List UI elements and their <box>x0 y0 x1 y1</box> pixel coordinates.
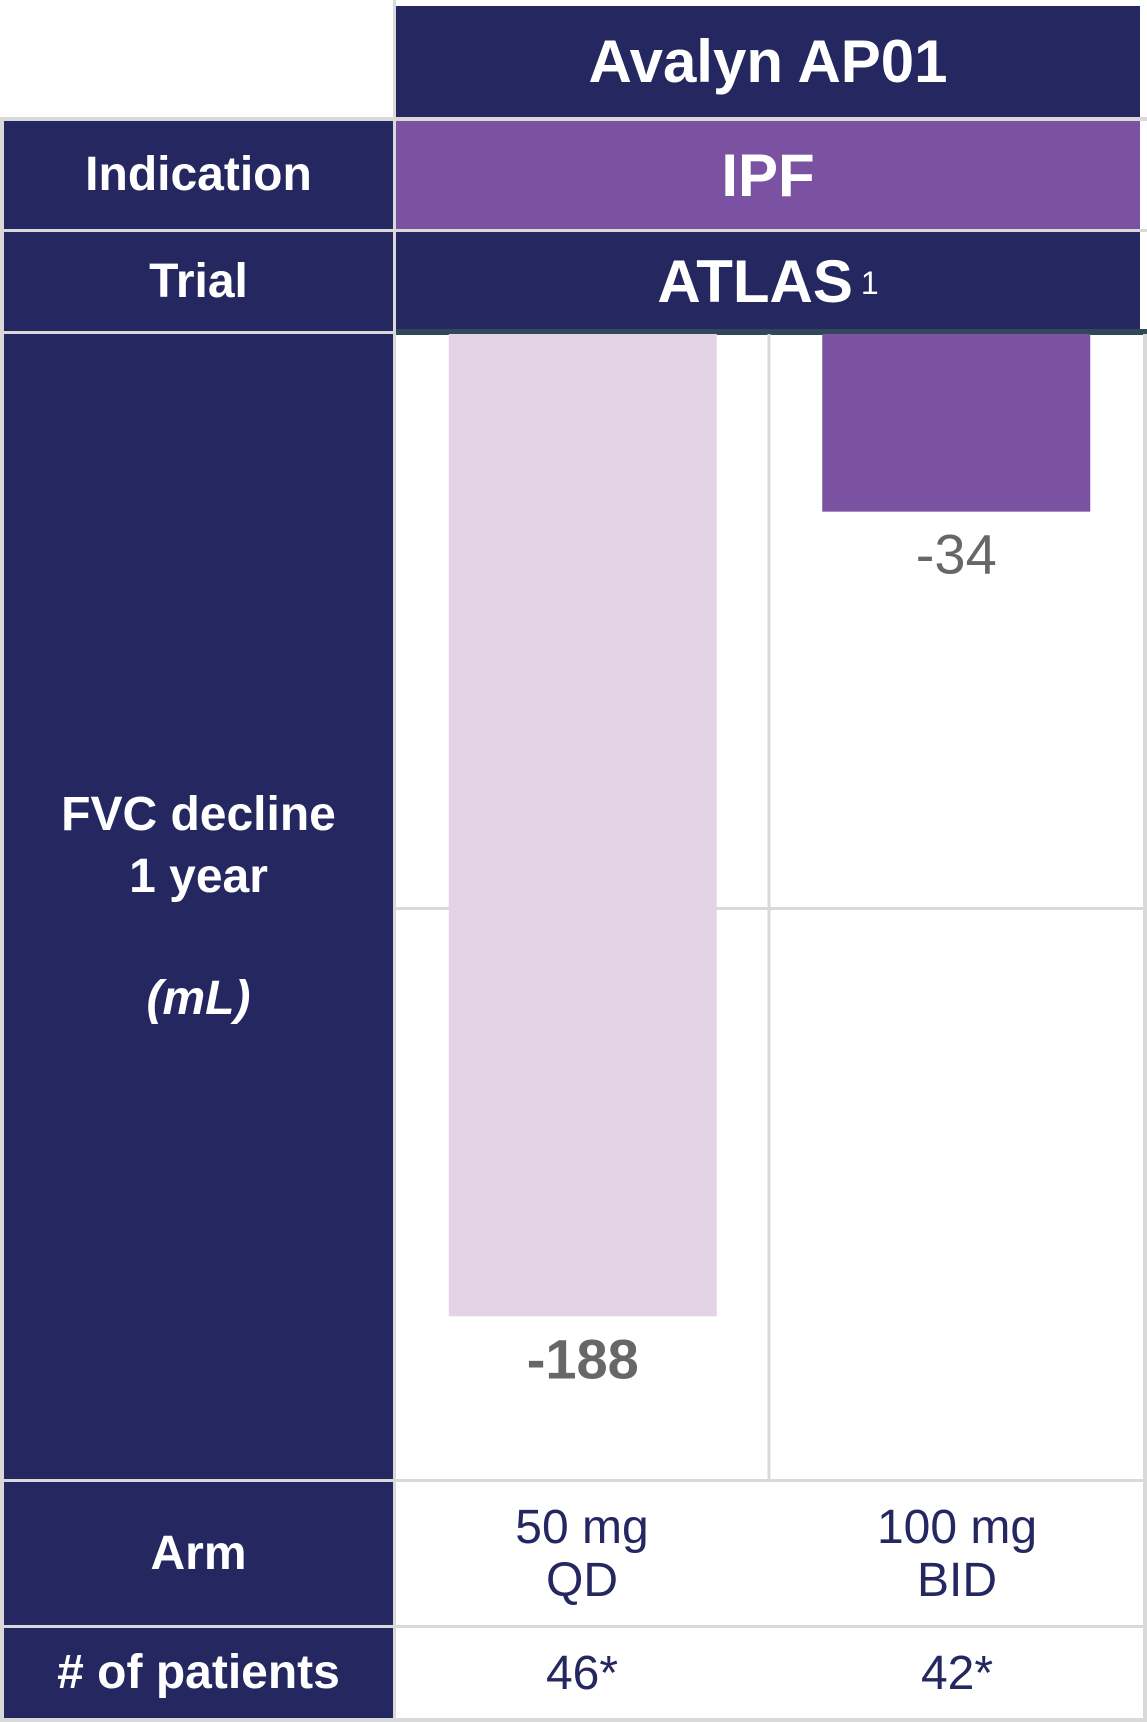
trial-label: Trial <box>149 254 248 308</box>
indication-value-cell: IPF <box>396 121 1140 229</box>
arm-value-1-line1: 50 mg <box>515 1500 649 1554</box>
fvc-label-line1: FVC decline <box>61 787 336 841</box>
header-title-cell: Avalyn AP01 <box>396 6 1140 117</box>
arm-value-2-line1: 100 mg <box>876 1500 1038 1554</box>
chart-column-divider <box>767 334 771 1479</box>
header-title: Avalyn AP01 <box>588 28 948 95</box>
grid-line-h-arm-bottom <box>0 1625 1147 1628</box>
arm-value-cell-2: 100 mg BID <box>771 1482 1143 1625</box>
indication-label-cell: Indication <box>4 121 393 229</box>
grid-line-h-chart-bottom <box>0 1479 1147 1482</box>
bar-1-value-label: -188 <box>527 1327 639 1390</box>
fvc-unit: (mL) <box>146 971 251 1025</box>
arm-value-1-line2: QD <box>546 1553 618 1607</box>
grid-line-h-trial <box>0 229 1147 232</box>
bar-1 <box>448 334 717 1317</box>
trial-label-cell: Trial <box>4 232 393 331</box>
patients-value-cell-2: 42* <box>771 1628 1143 1718</box>
fvc-label-cell: FVC decline 1 year (mL) <box>4 334 393 1479</box>
indication-label: Indication <box>85 148 312 201</box>
patients-value-1: 46* <box>545 1646 619 1700</box>
grid-line-v-right <box>1143 334 1147 1722</box>
arm-value-cell-1: 50 mg QD <box>396 1482 768 1625</box>
arm-label: Arm <box>150 1526 247 1580</box>
patients-label-cell: # of patients <box>4 1628 393 1718</box>
fvc-label-line2: 1 year <box>129 849 268 903</box>
chart-mid-gridline <box>396 907 1143 910</box>
trial-value-cell: ATLAS 1 <box>396 232 1140 331</box>
trial-footnote: 1 <box>860 265 879 301</box>
patients-value-cell-1: 46* <box>396 1628 768 1718</box>
grid-line-h-bottom <box>0 1718 1147 1722</box>
header-divider <box>396 329 1147 335</box>
arm-label-cell: Arm <box>4 1482 393 1625</box>
trial-value: ATLAS <box>657 248 853 315</box>
indication-value: IPF <box>721 141 815 209</box>
grid-line-h-trial-bottom <box>0 331 396 334</box>
arm-value-2-line2: BID <box>916 1553 997 1607</box>
patients-value-2: 42* <box>920 1646 994 1700</box>
patients-label: # of patients <box>57 1646 340 1699</box>
fvc-bar-chart: -188 -34 <box>396 334 1143 1479</box>
grid-line-h-top <box>0 117 1147 121</box>
bar-2 <box>822 334 1091 512</box>
grid-line-v-left <box>0 117 4 1722</box>
bar-2-value-label: -34 <box>916 523 997 586</box>
grid-line-v-label <box>393 0 396 1722</box>
